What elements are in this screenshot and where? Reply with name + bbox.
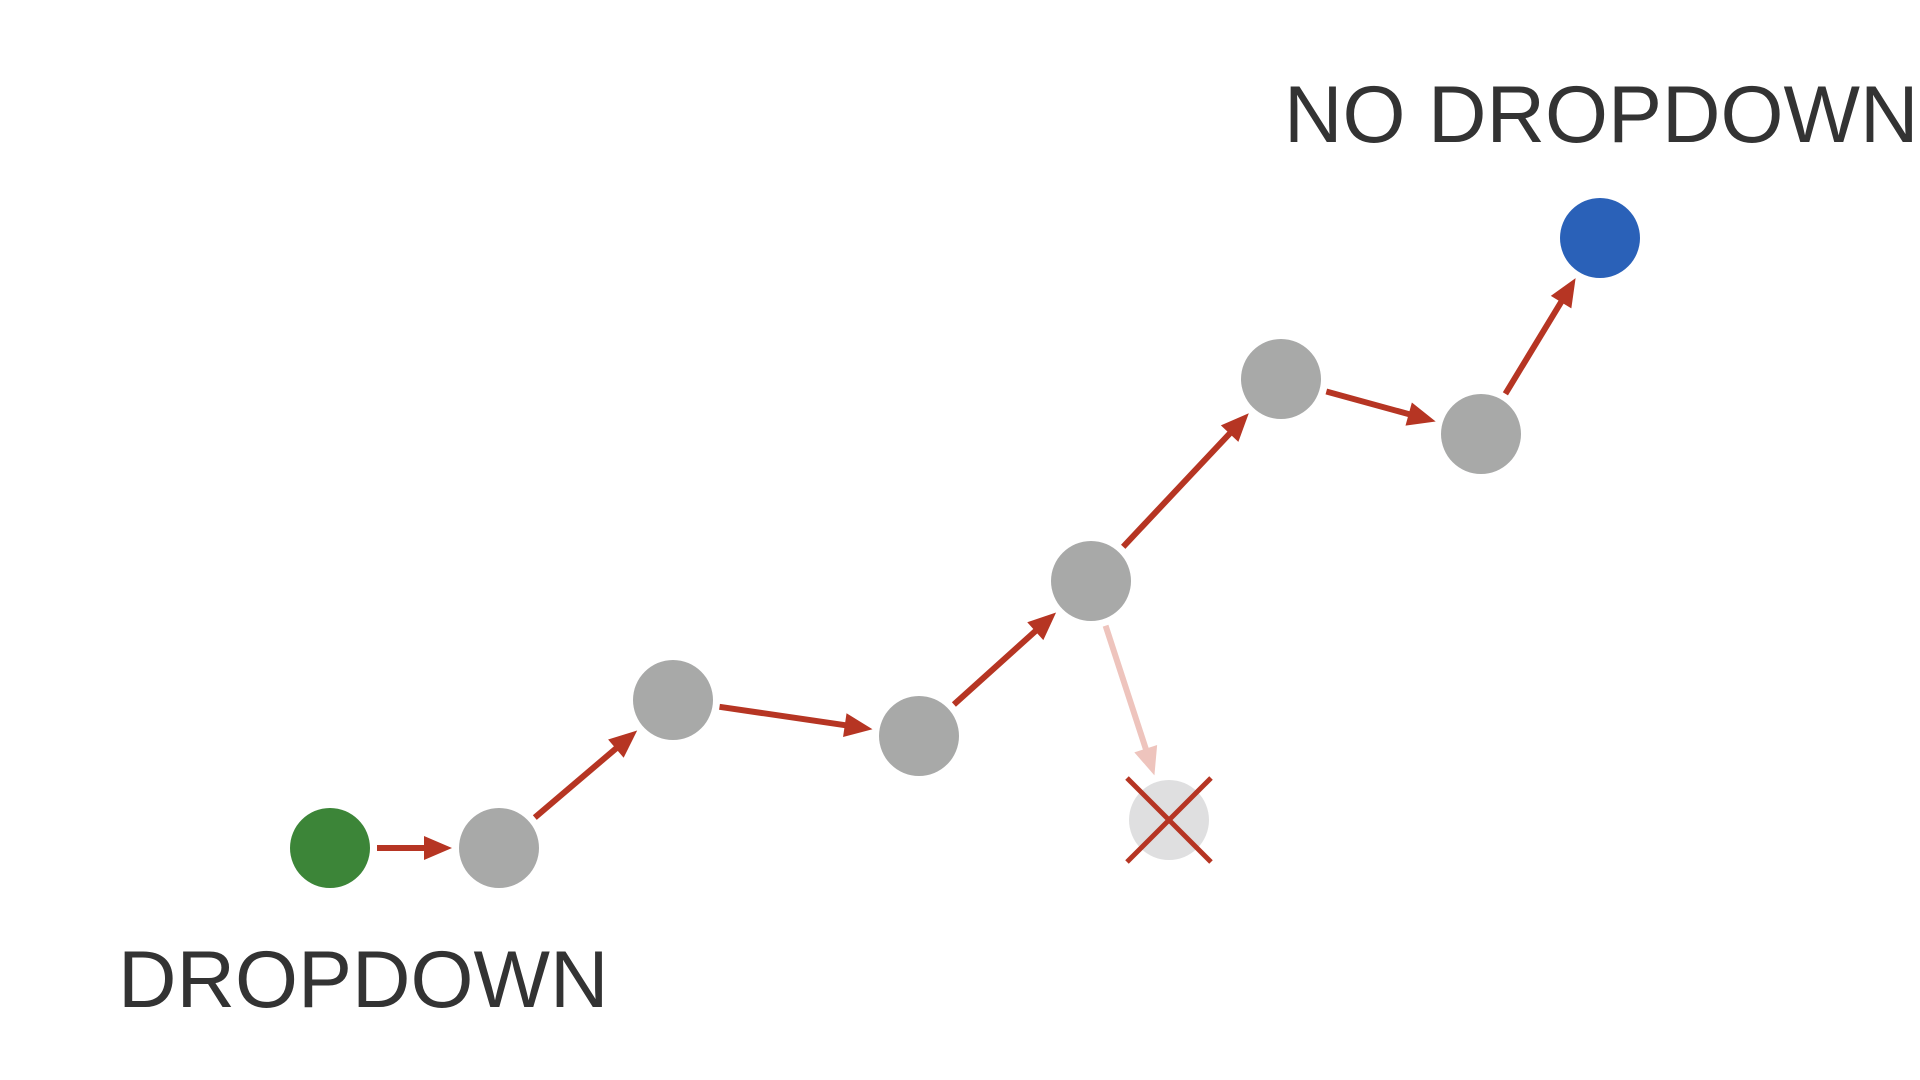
- edge-line: [719, 703, 848, 729]
- arrowhead-icon: [424, 836, 452, 860]
- arrowhead-icon: [608, 730, 638, 758]
- edge-line: [1325, 388, 1412, 418]
- node-step-1: [459, 808, 539, 888]
- edge-step-1-to-step-2: [532, 730, 638, 820]
- node-step-2: [633, 660, 713, 740]
- failure-marks: [1125, 776, 1213, 864]
- arrowhead-icon: [1027, 612, 1057, 641]
- edge-step-4-to-step-5: [1121, 413, 1249, 549]
- arrowhead-icon: [1134, 744, 1158, 776]
- node-start: [290, 808, 370, 888]
- arrowhead-icon: [1220, 413, 1249, 442]
- arrowhead-icon: [843, 713, 873, 738]
- start-label: DROPDOWN: [118, 935, 608, 1025]
- edges: [377, 278, 1576, 860]
- edge-step-5-to-step-6: [1325, 388, 1436, 426]
- node-step-4: [1051, 541, 1131, 621]
- nodes: [290, 198, 1640, 888]
- edge-line: [1502, 298, 1565, 396]
- failed-x-icon: [1125, 776, 1213, 864]
- edge-step-2-to-step-3: [719, 703, 873, 738]
- arrowhead-icon: [1405, 402, 1436, 426]
- edge-start-to-step-1: [377, 836, 452, 860]
- edge-line: [1121, 430, 1234, 549]
- edge-line: [1102, 624, 1150, 752]
- edge-line: [951, 627, 1039, 707]
- node-step-3: [879, 696, 959, 776]
- edge-step-6-to-goal: [1502, 278, 1576, 396]
- node-step-6: [1441, 394, 1521, 474]
- goal-label: NO DROPDOWN: [1284, 70, 1918, 160]
- node-goal: [1560, 198, 1640, 278]
- edge-step-4-to-dead-end: [1102, 624, 1158, 776]
- edge-line: [532, 745, 620, 820]
- edge-step-3-to-step-4: [951, 612, 1057, 707]
- node-step-5: [1241, 339, 1321, 419]
- arrowhead-icon: [1550, 278, 1576, 309]
